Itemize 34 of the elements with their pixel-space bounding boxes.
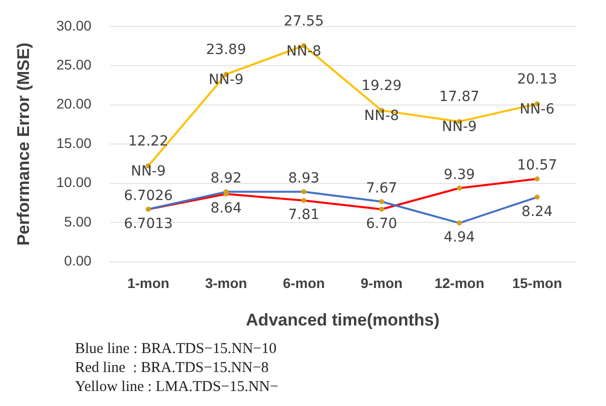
data-label: 7.81 xyxy=(288,207,320,224)
x-tick-label: 12-mon xyxy=(434,275,484,292)
data-label: 6.7013 xyxy=(124,216,173,232)
data-label: 17.87 NN-9 xyxy=(439,89,480,136)
x-tick-label: 1-mon xyxy=(127,275,170,292)
y-tick-label: 5.00 xyxy=(64,213,92,230)
data-label: 4.94 xyxy=(444,230,476,246)
text: Red line : BRA.TDS−15.NN−8 xyxy=(75,359,270,378)
y-tick-label: 15.00 xyxy=(56,134,92,151)
y-tick-label: 30.00 xyxy=(56,17,92,34)
x-tick-label: 15-mon xyxy=(512,275,562,292)
data-label: 6.70 xyxy=(366,216,398,232)
data-label: 8.93 xyxy=(288,170,320,186)
data-label: 6.7026 xyxy=(124,188,173,204)
data-label: 7.67 xyxy=(366,180,398,196)
x-tick-label: 6-mon xyxy=(282,275,325,292)
y-tick-label: 25.00 xyxy=(56,56,92,72)
x-tick-label: 9-mon xyxy=(360,275,403,292)
data-label: 8.24 xyxy=(522,204,553,220)
y-axis-title: Performance Error (MSE) xyxy=(14,42,33,246)
data-label: 19.29 NN-8 xyxy=(362,78,402,124)
text: Blue line : BRA.TDS−15.NN−10 xyxy=(75,340,278,359)
text: Yellow line : LMA.TDS−15.NN− xyxy=(75,378,278,397)
data-label: 20.13 NN-6 xyxy=(517,71,558,118)
y-tick-label: 20.00 xyxy=(56,96,92,112)
x-axis-title: Advanced time(months) xyxy=(246,310,440,330)
data-label: 10.57 xyxy=(517,158,558,174)
data-label: 8.64 xyxy=(210,200,242,217)
y-tick-label: 10.00 xyxy=(56,174,92,190)
data-label: 12.22 NN-9 xyxy=(128,134,168,180)
x-tick-label: 3-mon xyxy=(205,275,248,292)
data-label: 9.39 xyxy=(444,166,475,183)
data-label: 8.92 xyxy=(210,170,242,186)
y-tick-label: 0.00 xyxy=(64,252,92,269)
